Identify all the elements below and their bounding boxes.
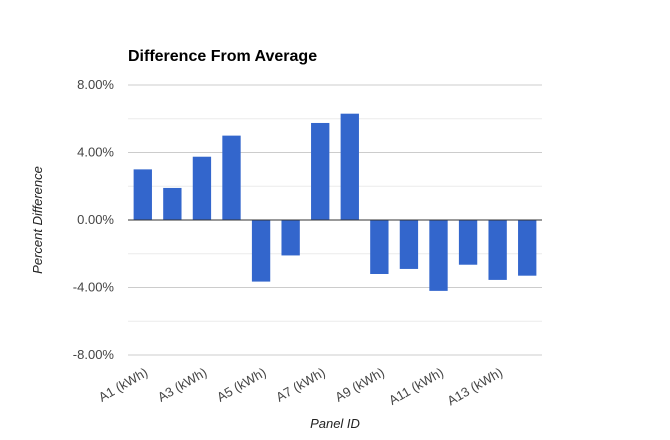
x-axis-title: Panel ID bbox=[310, 416, 360, 431]
bar-series bbox=[133, 113, 537, 291]
y-tick-label: 4.00% bbox=[77, 145, 114, 160]
y-tick-label: -8.00% bbox=[73, 347, 115, 362]
bar bbox=[281, 220, 300, 256]
y-axis-title: Percent Difference bbox=[30, 166, 45, 274]
x-tick-label: A9 (kWh) bbox=[332, 365, 386, 405]
x-tick-label: A11 (kWh) bbox=[386, 365, 446, 408]
bar bbox=[311, 122, 330, 220]
bar bbox=[163, 187, 182, 220]
x-axis-tick-labels: A1 (kWh) A3 (kWh) A5 (kWh) A7 (kWh) A9 (kWh)… bbox=[96, 365, 505, 409]
x-tick-label: A13 (kWh) bbox=[444, 365, 505, 409]
bar bbox=[222, 135, 241, 220]
x-tick-label: A1 (kWh) bbox=[96, 365, 150, 405]
x-tick-label: A7 (kWh) bbox=[273, 365, 327, 405]
bar bbox=[429, 220, 448, 291]
bar bbox=[458, 220, 478, 265]
bar bbox=[370, 220, 389, 274]
bar bbox=[399, 220, 419, 269]
bar bbox=[251, 220, 271, 282]
bar bbox=[340, 113, 359, 220]
chart-title: Difference From Average bbox=[128, 48, 317, 65]
x-tick-label: A3 (kWh) bbox=[155, 365, 209, 405]
bar bbox=[488, 220, 507, 280]
y-tick-label: -4.00% bbox=[73, 280, 115, 295]
bar bbox=[133, 169, 152, 220]
y-axis-tick-labels: 8.00% 4.00% 0.00% -4.00% -8.00% bbox=[73, 77, 115, 362]
x-tick-label: A5 (kWh) bbox=[214, 365, 268, 405]
bar bbox=[192, 156, 212, 220]
y-tick-label: 8.00% bbox=[77, 77, 114, 92]
y-tick-label: 0.00% bbox=[77, 212, 114, 227]
bar bbox=[518, 220, 537, 276]
